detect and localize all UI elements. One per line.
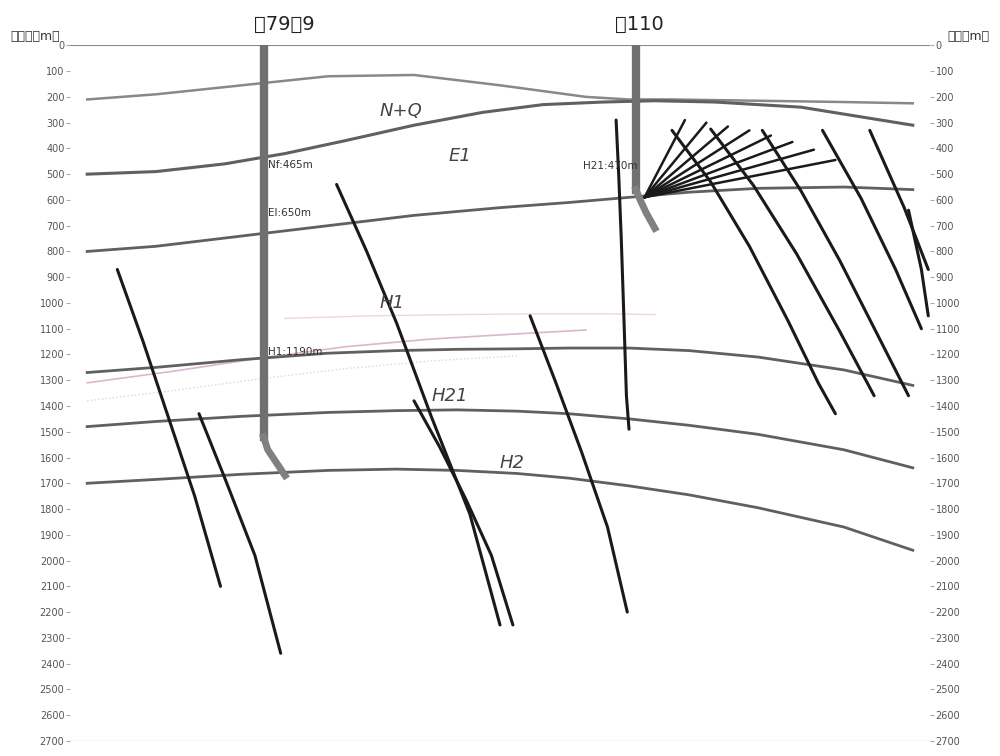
Text: 深度（m）: 深度（m） xyxy=(948,30,990,43)
Text: H21: H21 xyxy=(431,387,468,404)
Text: H21:470m: H21:470m xyxy=(583,162,637,172)
Text: El:650m: El:650m xyxy=(268,208,311,218)
Text: H1: H1 xyxy=(380,294,405,312)
Text: 南110: 南110 xyxy=(615,15,664,34)
Text: Nf:465m: Nf:465m xyxy=(268,160,313,170)
Text: H1:1190m: H1:1190m xyxy=(268,347,322,357)
Text: E1: E1 xyxy=(448,147,471,165)
Text: 深度。（m）: 深度。（m） xyxy=(10,30,60,43)
Text: N+Q: N+Q xyxy=(380,102,422,120)
Text: 卉79－9: 卉79－9 xyxy=(254,15,315,34)
Text: H2: H2 xyxy=(500,454,525,472)
